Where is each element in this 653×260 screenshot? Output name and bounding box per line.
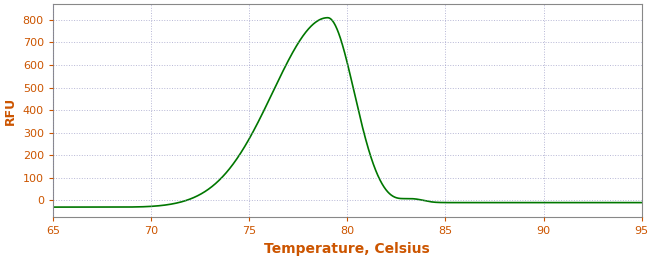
Y-axis label: RFU: RFU (4, 97, 17, 125)
X-axis label: Temperature, Celsius: Temperature, Celsius (264, 242, 430, 256)
